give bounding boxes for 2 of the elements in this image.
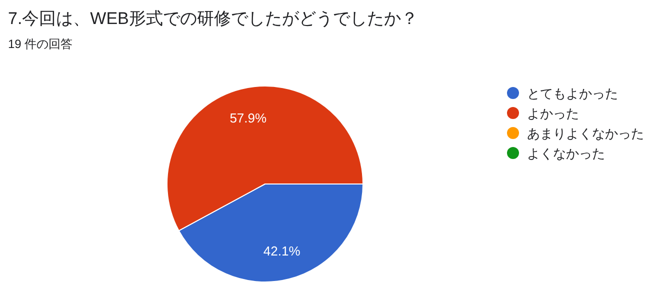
subtitle: 19 件の回答: [8, 37, 73, 51]
title: 7.今回は、WEB形式での研修でしたがどうでしたか？: [8, 9, 418, 28]
